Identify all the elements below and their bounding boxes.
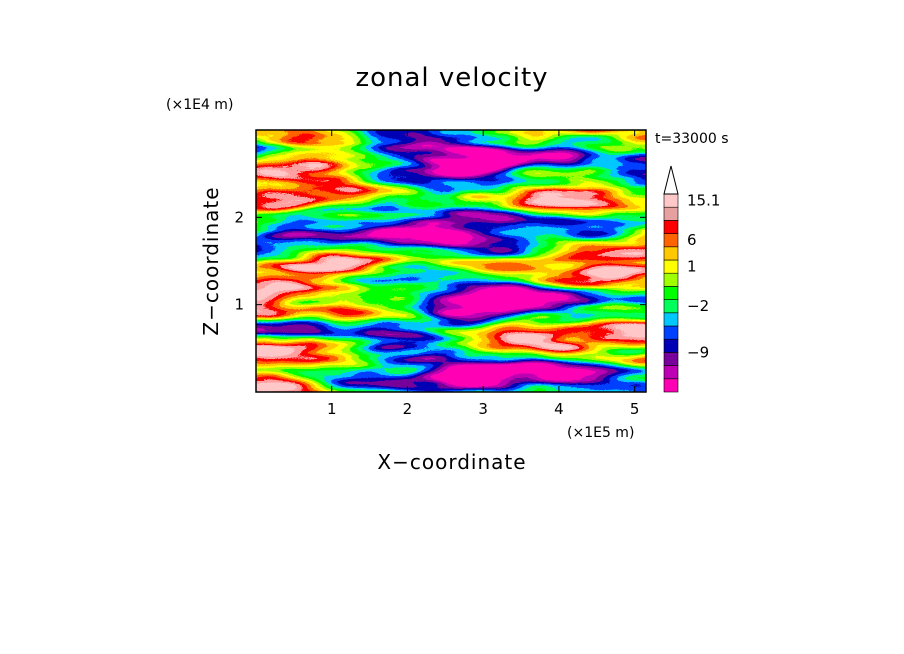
x-axis-label: X−coordinate [377,450,526,474]
colorbar-label: 6 [687,231,697,249]
colorbar-swatch [663,365,679,380]
colorbar-swatch [663,193,679,208]
colorbar-extend-arrow [663,165,679,195]
plot-frame [255,129,647,393]
colorbar-label: −2 [687,297,709,315]
colorbar: 15.1 6 1 −2 −9 [663,165,720,393]
y-tick-label: 2 [234,208,244,226]
x-tick-label: 3 [478,400,488,418]
velocity-field [256,130,646,392]
colorbar-swatch [663,378,679,393]
colorbar-swatch [663,338,679,353]
colorbar-swatch [663,206,679,221]
colorbar-label: −9 [687,343,709,361]
colorbar-swatch [663,352,679,366]
colorbar-swatch [663,246,679,261]
x-tick-label: 1 [327,400,337,418]
y-axis-label: Z−coordinate [199,186,223,335]
y-tick-label: 1 [234,296,244,314]
colorbar-swatch [663,220,679,234]
x-tick-label: 4 [554,400,564,418]
colorbar-swatch [663,259,679,274]
x-axis: 1 2 3 4 5 [327,130,639,418]
colorbar-swatch [663,299,679,314]
colorbar-label: 1 [687,258,697,276]
chart-title: zonal velocity [355,63,548,93]
x-tick-label: 2 [403,400,413,418]
colorbar-swatch [663,233,679,248]
x-tick-label: 5 [630,400,640,418]
colorbar-swatch [663,312,679,327]
colorbar-swatch [663,325,679,340]
colorbar-swatch [663,286,679,300]
y-axis: 12 [234,208,646,314]
colorbar-swatch [663,272,679,287]
time-label: t=33000 s [655,131,729,147]
x-axis-unit: (×1E5 m) [567,425,634,441]
colorbar-label: 15.1 [687,192,720,210]
y-axis-unit: (×1E4 m) [166,97,233,113]
